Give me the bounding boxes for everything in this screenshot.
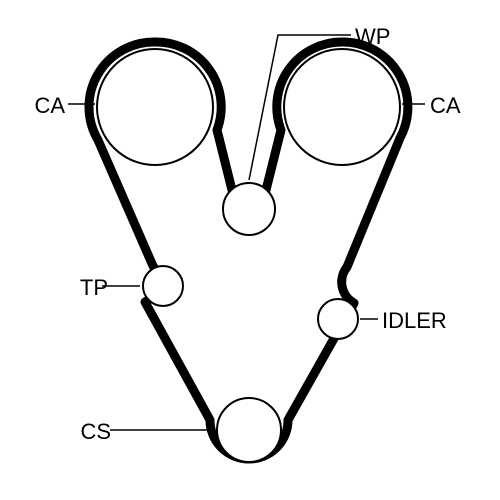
pulley-wp [223, 183, 275, 235]
pulley-cs [217, 398, 281, 462]
label-ca_right: CA [430, 93, 461, 119]
label-tp: TP [80, 275, 108, 301]
pulley-tp [143, 266, 183, 306]
label-wp: WP [355, 24, 390, 50]
label-cs: CS [80, 419, 111, 445]
pulley-idler [318, 299, 358, 339]
label-idler: IDLER [382, 308, 447, 334]
belt-routing-diagram [0, 0, 500, 500]
pulley-ca_left [97, 49, 213, 165]
pulley-ca_right [284, 49, 400, 165]
label-ca_left: CA [34, 93, 65, 119]
